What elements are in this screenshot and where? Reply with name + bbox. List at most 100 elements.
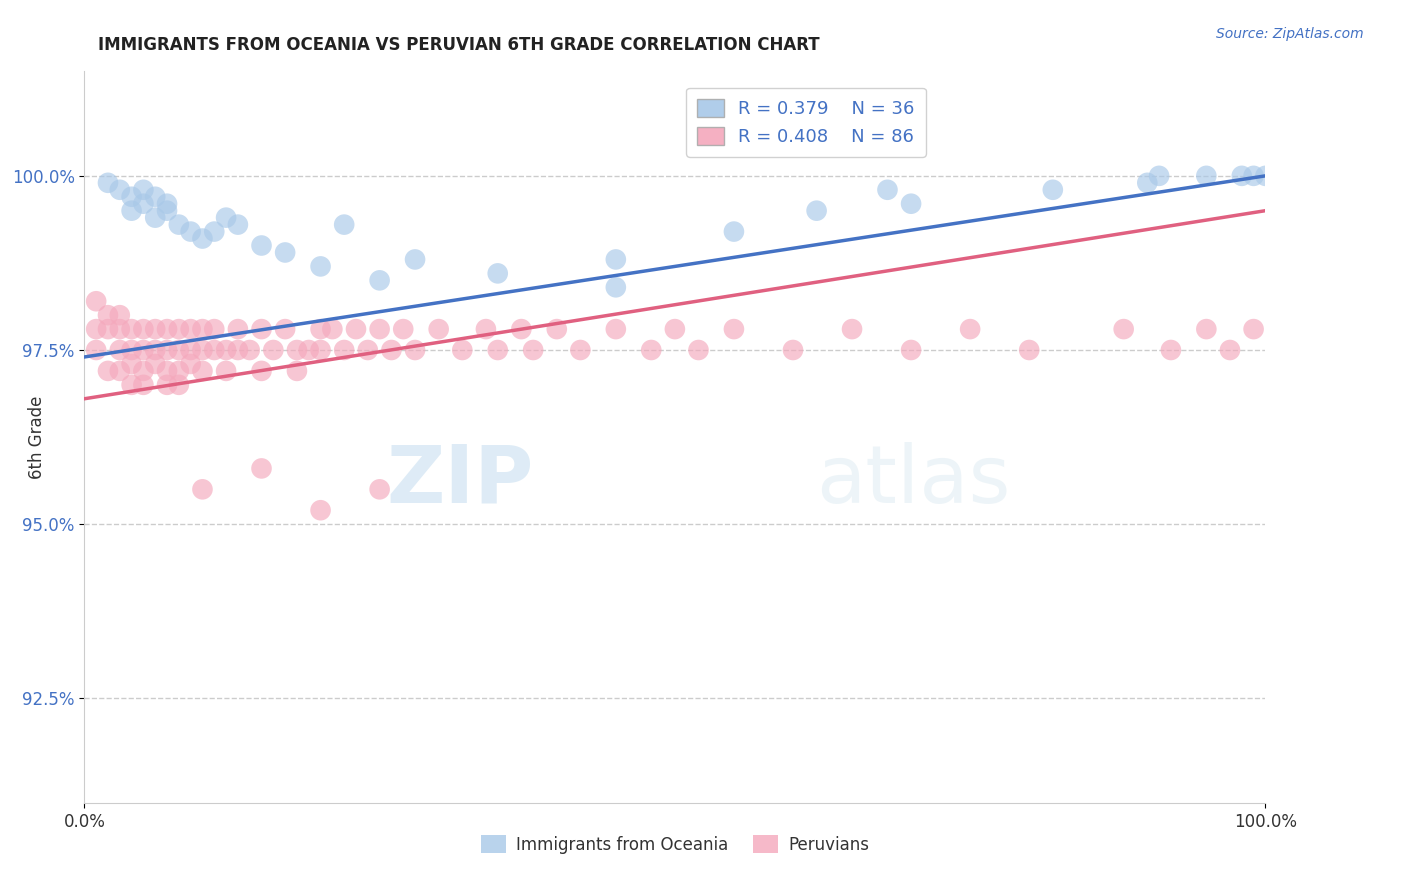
Point xyxy=(191,364,214,378)
Point xyxy=(427,322,450,336)
Text: IMMIGRANTS FROM OCEANIA VS PERUVIAN 6TH GRADE CORRELATION CHART: IMMIGRANTS FROM OCEANIA VS PERUVIAN 6TH … xyxy=(98,36,820,54)
Point xyxy=(84,294,107,309)
Point xyxy=(215,343,238,357)
Point xyxy=(167,364,190,378)
Point xyxy=(156,364,179,378)
Point xyxy=(143,190,166,204)
Point xyxy=(215,364,238,378)
Point xyxy=(132,343,155,357)
Point xyxy=(202,343,225,357)
Point xyxy=(180,225,202,239)
Point xyxy=(605,322,627,336)
Point xyxy=(333,218,356,232)
Point xyxy=(156,343,179,357)
Point xyxy=(250,238,273,252)
Point xyxy=(605,252,627,267)
Point xyxy=(392,322,415,336)
Point xyxy=(1160,343,1182,357)
Point xyxy=(132,196,155,211)
Point xyxy=(1112,322,1135,336)
Point xyxy=(167,322,190,336)
Point xyxy=(132,322,155,336)
Point xyxy=(688,343,710,357)
Point xyxy=(97,322,120,336)
Point xyxy=(132,364,155,378)
Point xyxy=(167,377,190,392)
Point xyxy=(167,218,190,232)
Point xyxy=(1018,343,1040,357)
Point xyxy=(368,483,391,497)
Point xyxy=(121,343,143,357)
Text: Source: ZipAtlas.com: Source: ZipAtlas.com xyxy=(1216,27,1364,41)
Point xyxy=(1243,169,1265,183)
Point xyxy=(108,183,131,197)
Point xyxy=(180,322,202,336)
Point xyxy=(640,343,662,357)
Point xyxy=(876,183,898,197)
Point xyxy=(605,280,627,294)
Point xyxy=(97,308,120,322)
Point xyxy=(723,322,745,336)
Point xyxy=(333,343,356,357)
Point xyxy=(1195,169,1218,183)
Point xyxy=(841,322,863,336)
Point xyxy=(121,377,143,392)
Point xyxy=(404,343,426,357)
Point xyxy=(451,343,474,357)
Point xyxy=(167,343,190,357)
Point xyxy=(959,322,981,336)
Point xyxy=(1147,169,1170,183)
Point xyxy=(368,322,391,336)
Text: ZIP: ZIP xyxy=(385,442,533,520)
Point xyxy=(321,322,343,336)
Point xyxy=(215,211,238,225)
Point xyxy=(486,266,509,280)
Point xyxy=(84,343,107,357)
Point xyxy=(285,364,308,378)
Point xyxy=(191,483,214,497)
Point xyxy=(900,196,922,211)
Point xyxy=(1195,322,1218,336)
Point xyxy=(108,308,131,322)
Point xyxy=(121,322,143,336)
Point xyxy=(156,196,179,211)
Point xyxy=(522,343,544,357)
Point xyxy=(156,322,179,336)
Point xyxy=(309,260,332,274)
Point xyxy=(285,343,308,357)
Point xyxy=(262,343,284,357)
Point xyxy=(900,343,922,357)
Point xyxy=(226,322,249,336)
Point xyxy=(344,322,367,336)
Point xyxy=(486,343,509,357)
Point xyxy=(806,203,828,218)
Point xyxy=(239,343,262,357)
Point xyxy=(1254,169,1277,183)
Point xyxy=(1042,183,1064,197)
Point xyxy=(180,357,202,371)
Point xyxy=(1136,176,1159,190)
Point xyxy=(191,322,214,336)
Point xyxy=(143,343,166,357)
Point xyxy=(180,343,202,357)
Point xyxy=(202,322,225,336)
Point xyxy=(309,503,332,517)
Text: atlas: atlas xyxy=(817,442,1011,520)
Point xyxy=(108,343,131,357)
Point xyxy=(132,183,155,197)
Point xyxy=(121,190,143,204)
Point xyxy=(274,245,297,260)
Point xyxy=(357,343,380,357)
Point xyxy=(108,322,131,336)
Point xyxy=(191,231,214,245)
Point xyxy=(121,203,143,218)
Point xyxy=(143,211,166,225)
Point xyxy=(156,377,179,392)
Point xyxy=(309,343,332,357)
Point xyxy=(191,343,214,357)
Point xyxy=(298,343,321,357)
Point xyxy=(84,322,107,336)
Point xyxy=(97,176,120,190)
Point xyxy=(569,343,592,357)
Point xyxy=(226,218,249,232)
